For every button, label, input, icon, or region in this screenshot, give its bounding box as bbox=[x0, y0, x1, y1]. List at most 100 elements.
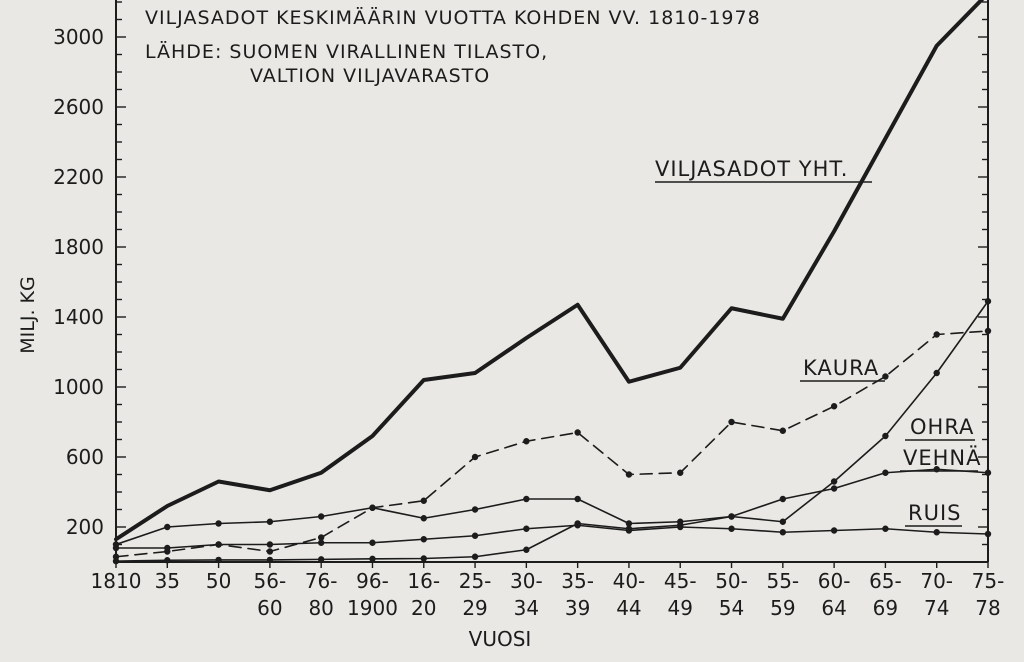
y-tick-label: 2600 bbox=[53, 95, 104, 119]
title-block: VILJASADOT KESKIMÄÄRIN VUOTTA KOHDEN VV.… bbox=[145, 6, 761, 87]
data-point bbox=[728, 513, 735, 520]
data-point bbox=[471, 453, 479, 461]
data-point bbox=[369, 504, 376, 511]
data-point bbox=[317, 539, 325, 546]
data-point bbox=[779, 518, 787, 525]
x-tick-label: 60- bbox=[818, 569, 851, 593]
x-tick-label: 75- bbox=[972, 569, 1005, 593]
data-point bbox=[164, 544, 171, 552]
data-point bbox=[625, 527, 633, 534]
y-tick-label: 1800 bbox=[53, 235, 104, 259]
x-tick-label: 25- bbox=[459, 569, 492, 593]
data-point bbox=[882, 432, 889, 440]
data-point bbox=[112, 553, 120, 560]
data-point bbox=[984, 298, 992, 305]
chart-source-2: VALTION VILJAVARASTO bbox=[250, 65, 490, 87]
data-point bbox=[882, 525, 889, 532]
data-point bbox=[625, 471, 633, 478]
data-point bbox=[471, 553, 479, 560]
x-tick-label: 56- bbox=[254, 569, 287, 593]
x-tick-label: 50 bbox=[206, 569, 231, 593]
series-line bbox=[115, 524, 989, 549]
data-point bbox=[882, 469, 889, 476]
data-point bbox=[625, 520, 633, 527]
data-point bbox=[779, 529, 787, 536]
x-tick-label: 74 bbox=[924, 596, 949, 620]
series-label: RUIS bbox=[908, 501, 962, 525]
y-axis-label: MILJ. KG bbox=[17, 276, 39, 353]
data-point bbox=[523, 546, 530, 553]
x-tick-label: 1810 bbox=[91, 569, 142, 593]
data-point bbox=[728, 418, 735, 426]
x-tick-label: 30- bbox=[510, 569, 543, 593]
x-tick-label: 44 bbox=[616, 596, 641, 620]
series-line bbox=[115, 330, 989, 558]
x-tick-label: 60 bbox=[257, 596, 282, 620]
data-point bbox=[830, 527, 838, 534]
chart-source: LÄHDE: SUOMEN VIRALLINEN TILASTO, bbox=[145, 40, 548, 63]
data-point bbox=[369, 555, 376, 563]
x-tick-label: 39 bbox=[565, 596, 590, 620]
data-point bbox=[830, 485, 838, 492]
data-point bbox=[471, 532, 479, 539]
data-point bbox=[677, 523, 684, 531]
data-point bbox=[779, 495, 787, 503]
x-tick-label: 78 bbox=[975, 596, 1000, 620]
series-label: VEHNÄ bbox=[903, 445, 982, 470]
data-point bbox=[215, 556, 222, 564]
series-label: OHRA bbox=[910, 415, 974, 439]
data-point bbox=[266, 556, 274, 564]
x-tick-label: 70- bbox=[920, 569, 953, 593]
data-point bbox=[523, 525, 530, 532]
x-axis-label: VUOSI bbox=[469, 627, 532, 651]
data-point bbox=[728, 525, 735, 532]
x-tick-label: 80 bbox=[308, 596, 333, 620]
data-point bbox=[523, 438, 530, 445]
data-point bbox=[317, 534, 325, 541]
series-line bbox=[115, 300, 989, 546]
series-label: VILJASADOT YHT. bbox=[655, 157, 848, 181]
data-point bbox=[164, 523, 171, 531]
data-point bbox=[266, 548, 274, 555]
x-tick-label: 50- bbox=[715, 569, 748, 593]
x-tick-label: 40- bbox=[613, 569, 646, 593]
data-point bbox=[317, 556, 325, 563]
x-tick-label: 34 bbox=[514, 596, 539, 620]
y-tick-label: 3000 bbox=[53, 25, 104, 49]
data-point bbox=[933, 369, 940, 377]
x-tick-label: 76- bbox=[305, 569, 338, 593]
chart-title: VILJASADOT KESKIMÄÄRIN VUOTTA KOHDEN VV.… bbox=[145, 6, 761, 29]
y-tick-label: 2200 bbox=[53, 165, 104, 189]
series-line bbox=[114, 0, 985, 542]
data-point bbox=[266, 541, 274, 548]
data-point bbox=[830, 478, 838, 485]
series-label: KAURA bbox=[803, 356, 879, 380]
x-tick-label: 35 bbox=[155, 569, 180, 593]
y-tick-label: 600 bbox=[66, 445, 104, 469]
data-point bbox=[574, 495, 581, 503]
x-tick-label: 1900 bbox=[347, 596, 398, 620]
x-tick-label: 55- bbox=[766, 569, 799, 593]
x-tick-label: 45- bbox=[664, 569, 697, 593]
data-point bbox=[984, 530, 992, 538]
data-point bbox=[471, 506, 479, 513]
data-point bbox=[574, 522, 581, 529]
data-point bbox=[215, 520, 222, 527]
y-tick-label: 1000 bbox=[53, 375, 104, 399]
data-point bbox=[420, 536, 427, 543]
y-tick-label: 200 bbox=[66, 515, 104, 539]
data-point bbox=[984, 327, 992, 335]
data-point bbox=[677, 469, 684, 476]
data-point bbox=[779, 427, 787, 434]
x-tick-label: 54 bbox=[719, 596, 744, 620]
data-point bbox=[882, 373, 889, 380]
data-point bbox=[420, 515, 427, 522]
x-tick-label: 16- bbox=[407, 569, 440, 593]
x-tick-label: 59 bbox=[770, 596, 795, 620]
data-point bbox=[266, 518, 274, 525]
x-tick-label: 20 bbox=[411, 596, 436, 620]
data-point bbox=[317, 513, 325, 520]
data-point bbox=[933, 529, 940, 536]
data-point bbox=[830, 403, 838, 410]
